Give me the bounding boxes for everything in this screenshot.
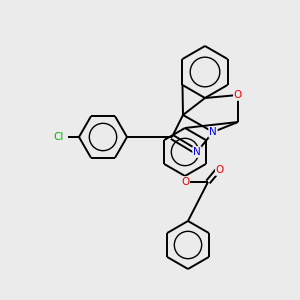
Text: O: O	[234, 90, 242, 100]
Text: O: O	[181, 177, 189, 187]
Text: N: N	[193, 147, 201, 157]
Text: O: O	[216, 165, 224, 175]
Text: Cl: Cl	[54, 132, 64, 142]
Text: N: N	[209, 127, 217, 137]
